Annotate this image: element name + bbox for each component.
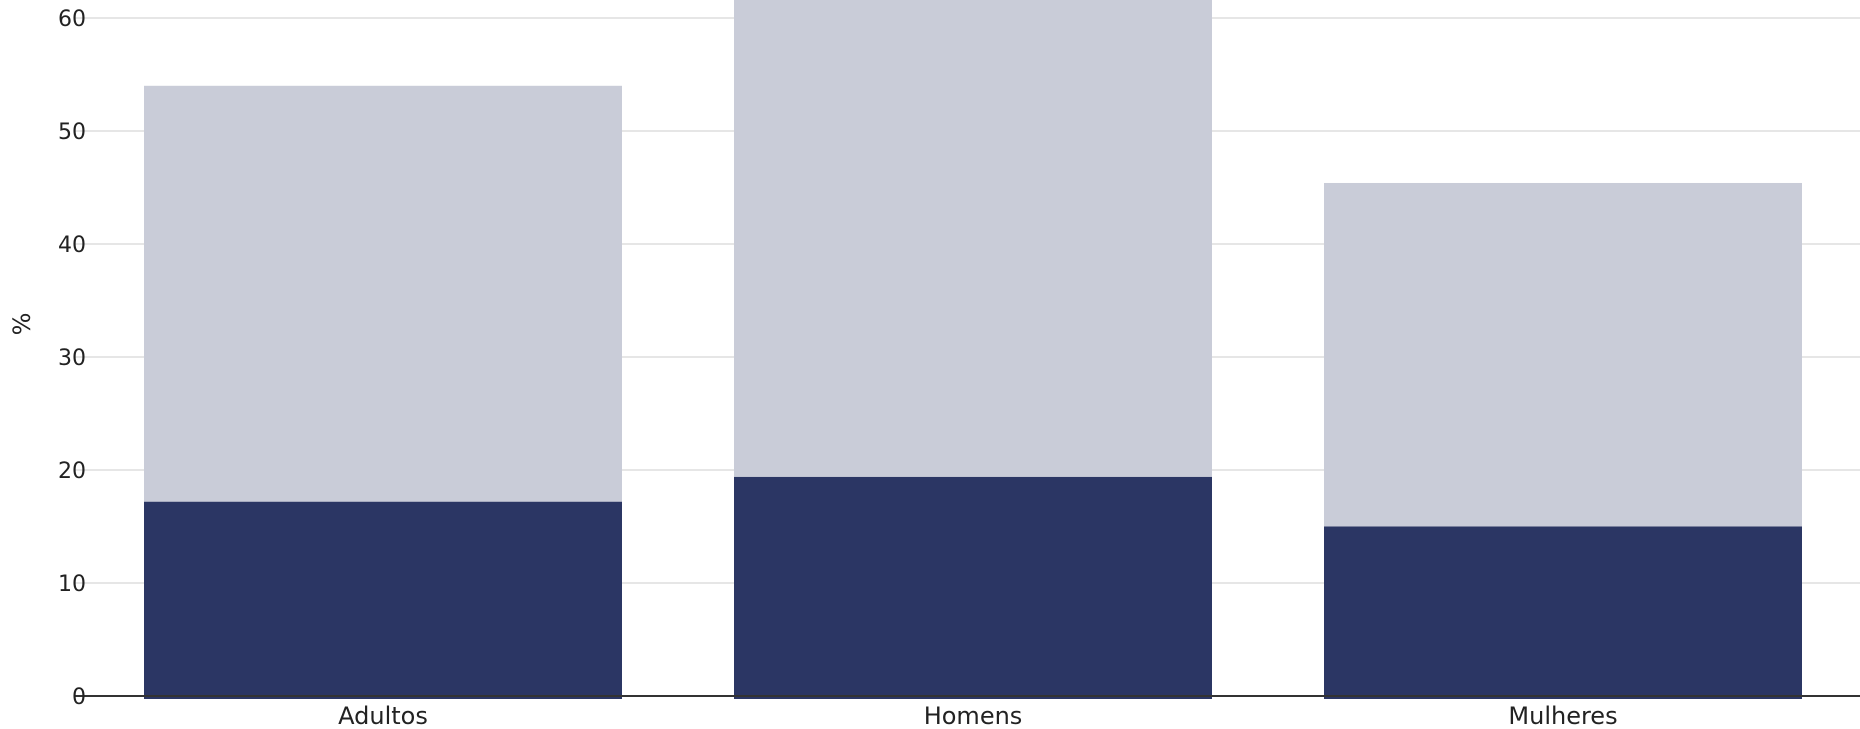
bar-segment-homens-2 bbox=[734, 0, 1212, 477]
y-tick-label: 40 bbox=[58, 233, 86, 258]
y-tick-label: 60 bbox=[58, 7, 86, 32]
y-tick-label: 30 bbox=[58, 346, 86, 371]
bar-segment-adultos-2 bbox=[144, 85, 622, 502]
x-tick-label: Homens bbox=[924, 702, 1023, 729]
bars bbox=[144, 0, 1802, 699]
bar-segment-mulheres-2 bbox=[1324, 182, 1802, 527]
y-tick-label: 0 bbox=[72, 685, 86, 710]
y-tick-label: 10 bbox=[58, 572, 86, 597]
y-tick-labels: 0 10 20 30 40 50 60 bbox=[58, 7, 86, 710]
x-tick-label: Adultos bbox=[338, 702, 428, 729]
y-axis-title: % bbox=[8, 313, 36, 336]
y-tick-label: 50 bbox=[58, 120, 86, 145]
bar-segment-homens-1 bbox=[734, 476, 1212, 699]
y-tick-label: 20 bbox=[58, 459, 86, 484]
x-tick-label: Mulheres bbox=[1508, 702, 1617, 729]
bar-segment-adultos-1 bbox=[144, 501, 622, 699]
bar-segment-mulheres-1 bbox=[1324, 526, 1802, 699]
x-tick-labels: Adultos Homens Mulheres bbox=[338, 702, 1617, 729]
